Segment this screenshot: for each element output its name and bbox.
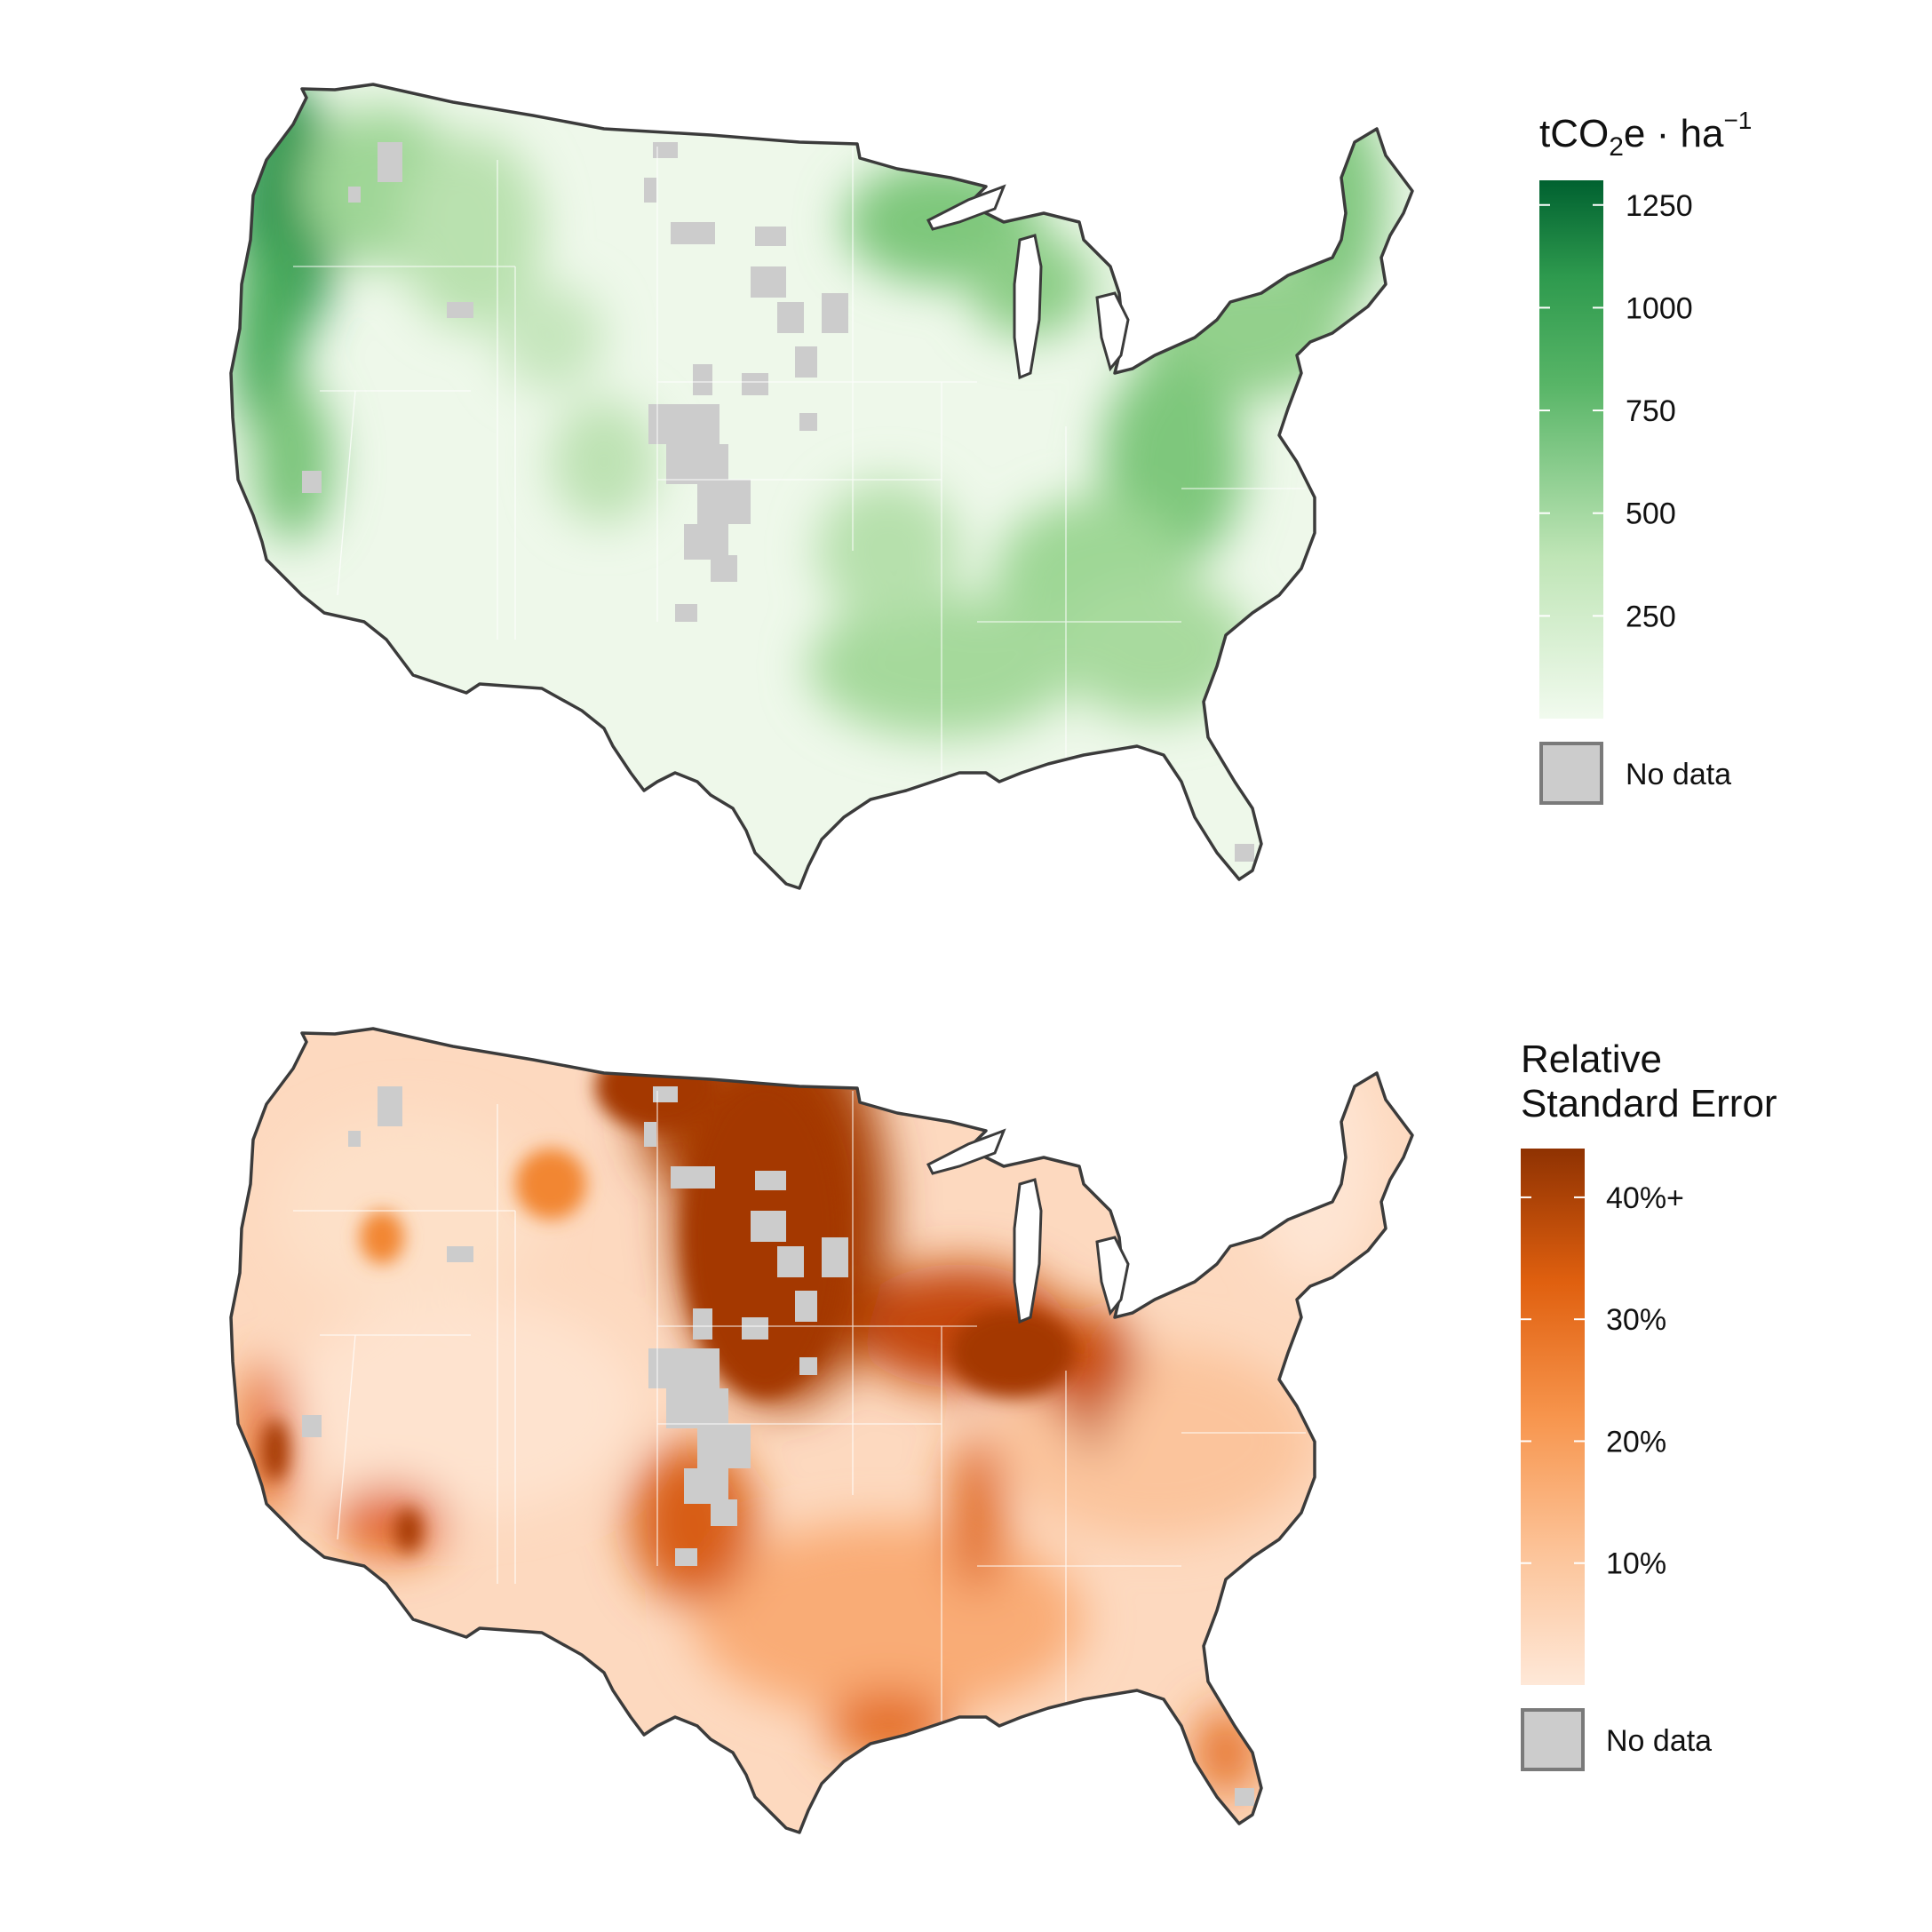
carbon-state-lines <box>293 147 1306 782</box>
carbon-lake-superior <box>926 184 1006 231</box>
rse-legend: Relative Standard Error 40%+ 30% 20% 10% No… <box>1521 1038 1777 1771</box>
carbon-colorbar-ticks: 1250 1000 750 500 250 <box>1539 189 1693 633</box>
carbon-legend-title: tCO2e · ha−1 <box>1539 107 1752 162</box>
colorbar-tick-label: 1250 <box>1626 189 1693 223</box>
rse-lake-michigan <box>1013 1178 1043 1324</box>
carbon-legend: tCO2e · ha−1 1250 1000 750 500 250 No data <box>1539 107 1752 805</box>
rse-map-fill <box>231 1029 1412 1833</box>
carbon-lake-huron <box>1095 291 1130 372</box>
colorbar-tick-label: 750 <box>1626 394 1676 428</box>
carbon-map <box>229 83 1414 890</box>
colorbar-tick-label: 1000 <box>1626 291 1693 325</box>
rse-nodata-label: No data <box>1606 1724 1712 1758</box>
colorbar-tick-label: 500 <box>1626 497 1676 531</box>
carbon-map-fill <box>231 84 1412 888</box>
carbon-colorbar <box>1539 180 1603 719</box>
rse-lake-huron <box>1095 1236 1130 1316</box>
colorbar-tick-label: 20% <box>1606 1425 1666 1459</box>
rse-legend-title-line1: Relative <box>1521 1038 1662 1081</box>
colorbar-tick-label: 10% <box>1606 1547 1666 1581</box>
colorbar-tick-label: 250 <box>1626 600 1676 633</box>
colorbar-tick-label: 30% <box>1606 1303 1666 1337</box>
rse-nodata-swatch <box>1521 1708 1585 1771</box>
rse-colorbar <box>1521 1149 1585 1685</box>
carbon-nodata-cells <box>302 142 1254 862</box>
colorbar-tick-label: 40%+ <box>1606 1181 1684 1215</box>
rse-colorbar-ticks: 40%+ 30% 20% 10% <box>1521 1181 1684 1581</box>
rse-legend-title-line2: Standard Error <box>1521 1082 1777 1125</box>
carbon-nodata-label: No data <box>1626 758 1731 791</box>
rse-lake-superior <box>926 1128 1006 1175</box>
carbon-nodata-swatch <box>1539 742 1603 805</box>
carbon-lake-michigan <box>1013 234 1043 380</box>
rse-map <box>229 1027 1414 1834</box>
rse-state-lines <box>293 1091 1306 1726</box>
rse-nodata-cells <box>302 1086 1254 1806</box>
